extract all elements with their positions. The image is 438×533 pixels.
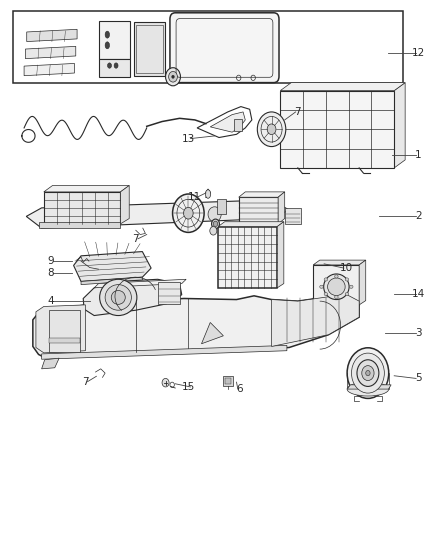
- Text: 10: 10: [339, 263, 353, 273]
- Text: 6: 6: [237, 384, 244, 394]
- Ellipse shape: [347, 382, 389, 396]
- Bar: [225, 378, 231, 384]
- FancyBboxPatch shape: [170, 13, 279, 83]
- Bar: [39, 222, 120, 228]
- Text: 2: 2: [415, 211, 422, 221]
- Ellipse shape: [162, 378, 169, 387]
- Text: 13: 13: [182, 134, 195, 143]
- Ellipse shape: [105, 285, 131, 310]
- Bar: [217, 199, 226, 214]
- Ellipse shape: [335, 295, 338, 298]
- Text: 8: 8: [47, 268, 54, 278]
- Ellipse shape: [366, 370, 370, 376]
- Text: 11: 11: [188, 192, 201, 202]
- Bar: [44, 192, 120, 224]
- Ellipse shape: [205, 190, 211, 198]
- Ellipse shape: [328, 278, 345, 295]
- Text: 5: 5: [415, 374, 422, 383]
- Ellipse shape: [172, 75, 174, 78]
- Ellipse shape: [324, 293, 328, 296]
- Bar: [285, 208, 301, 224]
- Ellipse shape: [100, 279, 137, 316]
- Polygon shape: [24, 63, 74, 76]
- Ellipse shape: [212, 219, 219, 229]
- Polygon shape: [272, 294, 359, 346]
- Ellipse shape: [105, 31, 110, 38]
- Bar: [218, 227, 277, 288]
- Polygon shape: [36, 305, 85, 353]
- Ellipse shape: [105, 42, 110, 49]
- Text: 4: 4: [47, 296, 54, 306]
- Polygon shape: [27, 29, 77, 42]
- Ellipse shape: [324, 274, 349, 300]
- Bar: [313, 265, 359, 305]
- Ellipse shape: [173, 194, 204, 232]
- Ellipse shape: [184, 207, 193, 219]
- Ellipse shape: [166, 68, 180, 86]
- Bar: [134, 22, 165, 76]
- Bar: [234, 119, 242, 131]
- Ellipse shape: [320, 285, 323, 288]
- Polygon shape: [210, 112, 245, 132]
- Bar: [280, 91, 394, 168]
- Ellipse shape: [362, 366, 374, 381]
- Ellipse shape: [107, 63, 111, 68]
- Polygon shape: [33, 294, 359, 357]
- Bar: [99, 21, 130, 59]
- Bar: [49, 310, 80, 352]
- Polygon shape: [83, 279, 182, 316]
- Ellipse shape: [111, 290, 125, 304]
- Bar: [223, 376, 233, 386]
- Polygon shape: [201, 322, 223, 344]
- Text: 7: 7: [82, 377, 89, 386]
- Ellipse shape: [267, 124, 276, 134]
- Ellipse shape: [345, 293, 349, 296]
- Polygon shape: [26, 200, 289, 228]
- Ellipse shape: [347, 348, 389, 399]
- Text: 7: 7: [294, 107, 301, 117]
- Polygon shape: [44, 185, 129, 192]
- Polygon shape: [277, 222, 284, 288]
- Polygon shape: [278, 192, 285, 224]
- Text: 3: 3: [415, 328, 422, 337]
- Bar: [13, 11, 403, 83]
- Polygon shape: [42, 345, 287, 359]
- Text: 7: 7: [132, 234, 139, 244]
- Polygon shape: [94, 279, 186, 288]
- Ellipse shape: [350, 285, 353, 288]
- Polygon shape: [218, 222, 284, 227]
- Bar: [136, 25, 163, 73]
- Polygon shape: [359, 260, 366, 305]
- Polygon shape: [394, 83, 405, 168]
- Polygon shape: [239, 192, 285, 197]
- Ellipse shape: [324, 278, 328, 281]
- Polygon shape: [74, 252, 151, 281]
- Polygon shape: [120, 185, 129, 224]
- Polygon shape: [42, 358, 59, 369]
- Ellipse shape: [351, 353, 385, 393]
- Bar: [99, 59, 130, 77]
- Polygon shape: [347, 385, 391, 389]
- Ellipse shape: [357, 360, 379, 386]
- Ellipse shape: [345, 278, 349, 281]
- Text: 9: 9: [47, 256, 54, 266]
- Ellipse shape: [257, 112, 286, 147]
- Ellipse shape: [114, 63, 118, 68]
- Polygon shape: [313, 260, 366, 265]
- Ellipse shape: [169, 71, 177, 82]
- Polygon shape: [25, 46, 76, 59]
- Text: 1: 1: [415, 150, 422, 159]
- Ellipse shape: [208, 207, 221, 222]
- Ellipse shape: [210, 227, 217, 235]
- Ellipse shape: [213, 221, 218, 227]
- Ellipse shape: [335, 275, 338, 278]
- Polygon shape: [81, 277, 142, 285]
- Text: 14: 14: [412, 289, 425, 299]
- Bar: [49, 338, 80, 343]
- Polygon shape: [280, 83, 405, 91]
- Text: 15: 15: [182, 382, 195, 392]
- Bar: [239, 197, 278, 224]
- Text: 12: 12: [412, 49, 425, 58]
- Bar: [158, 282, 180, 304]
